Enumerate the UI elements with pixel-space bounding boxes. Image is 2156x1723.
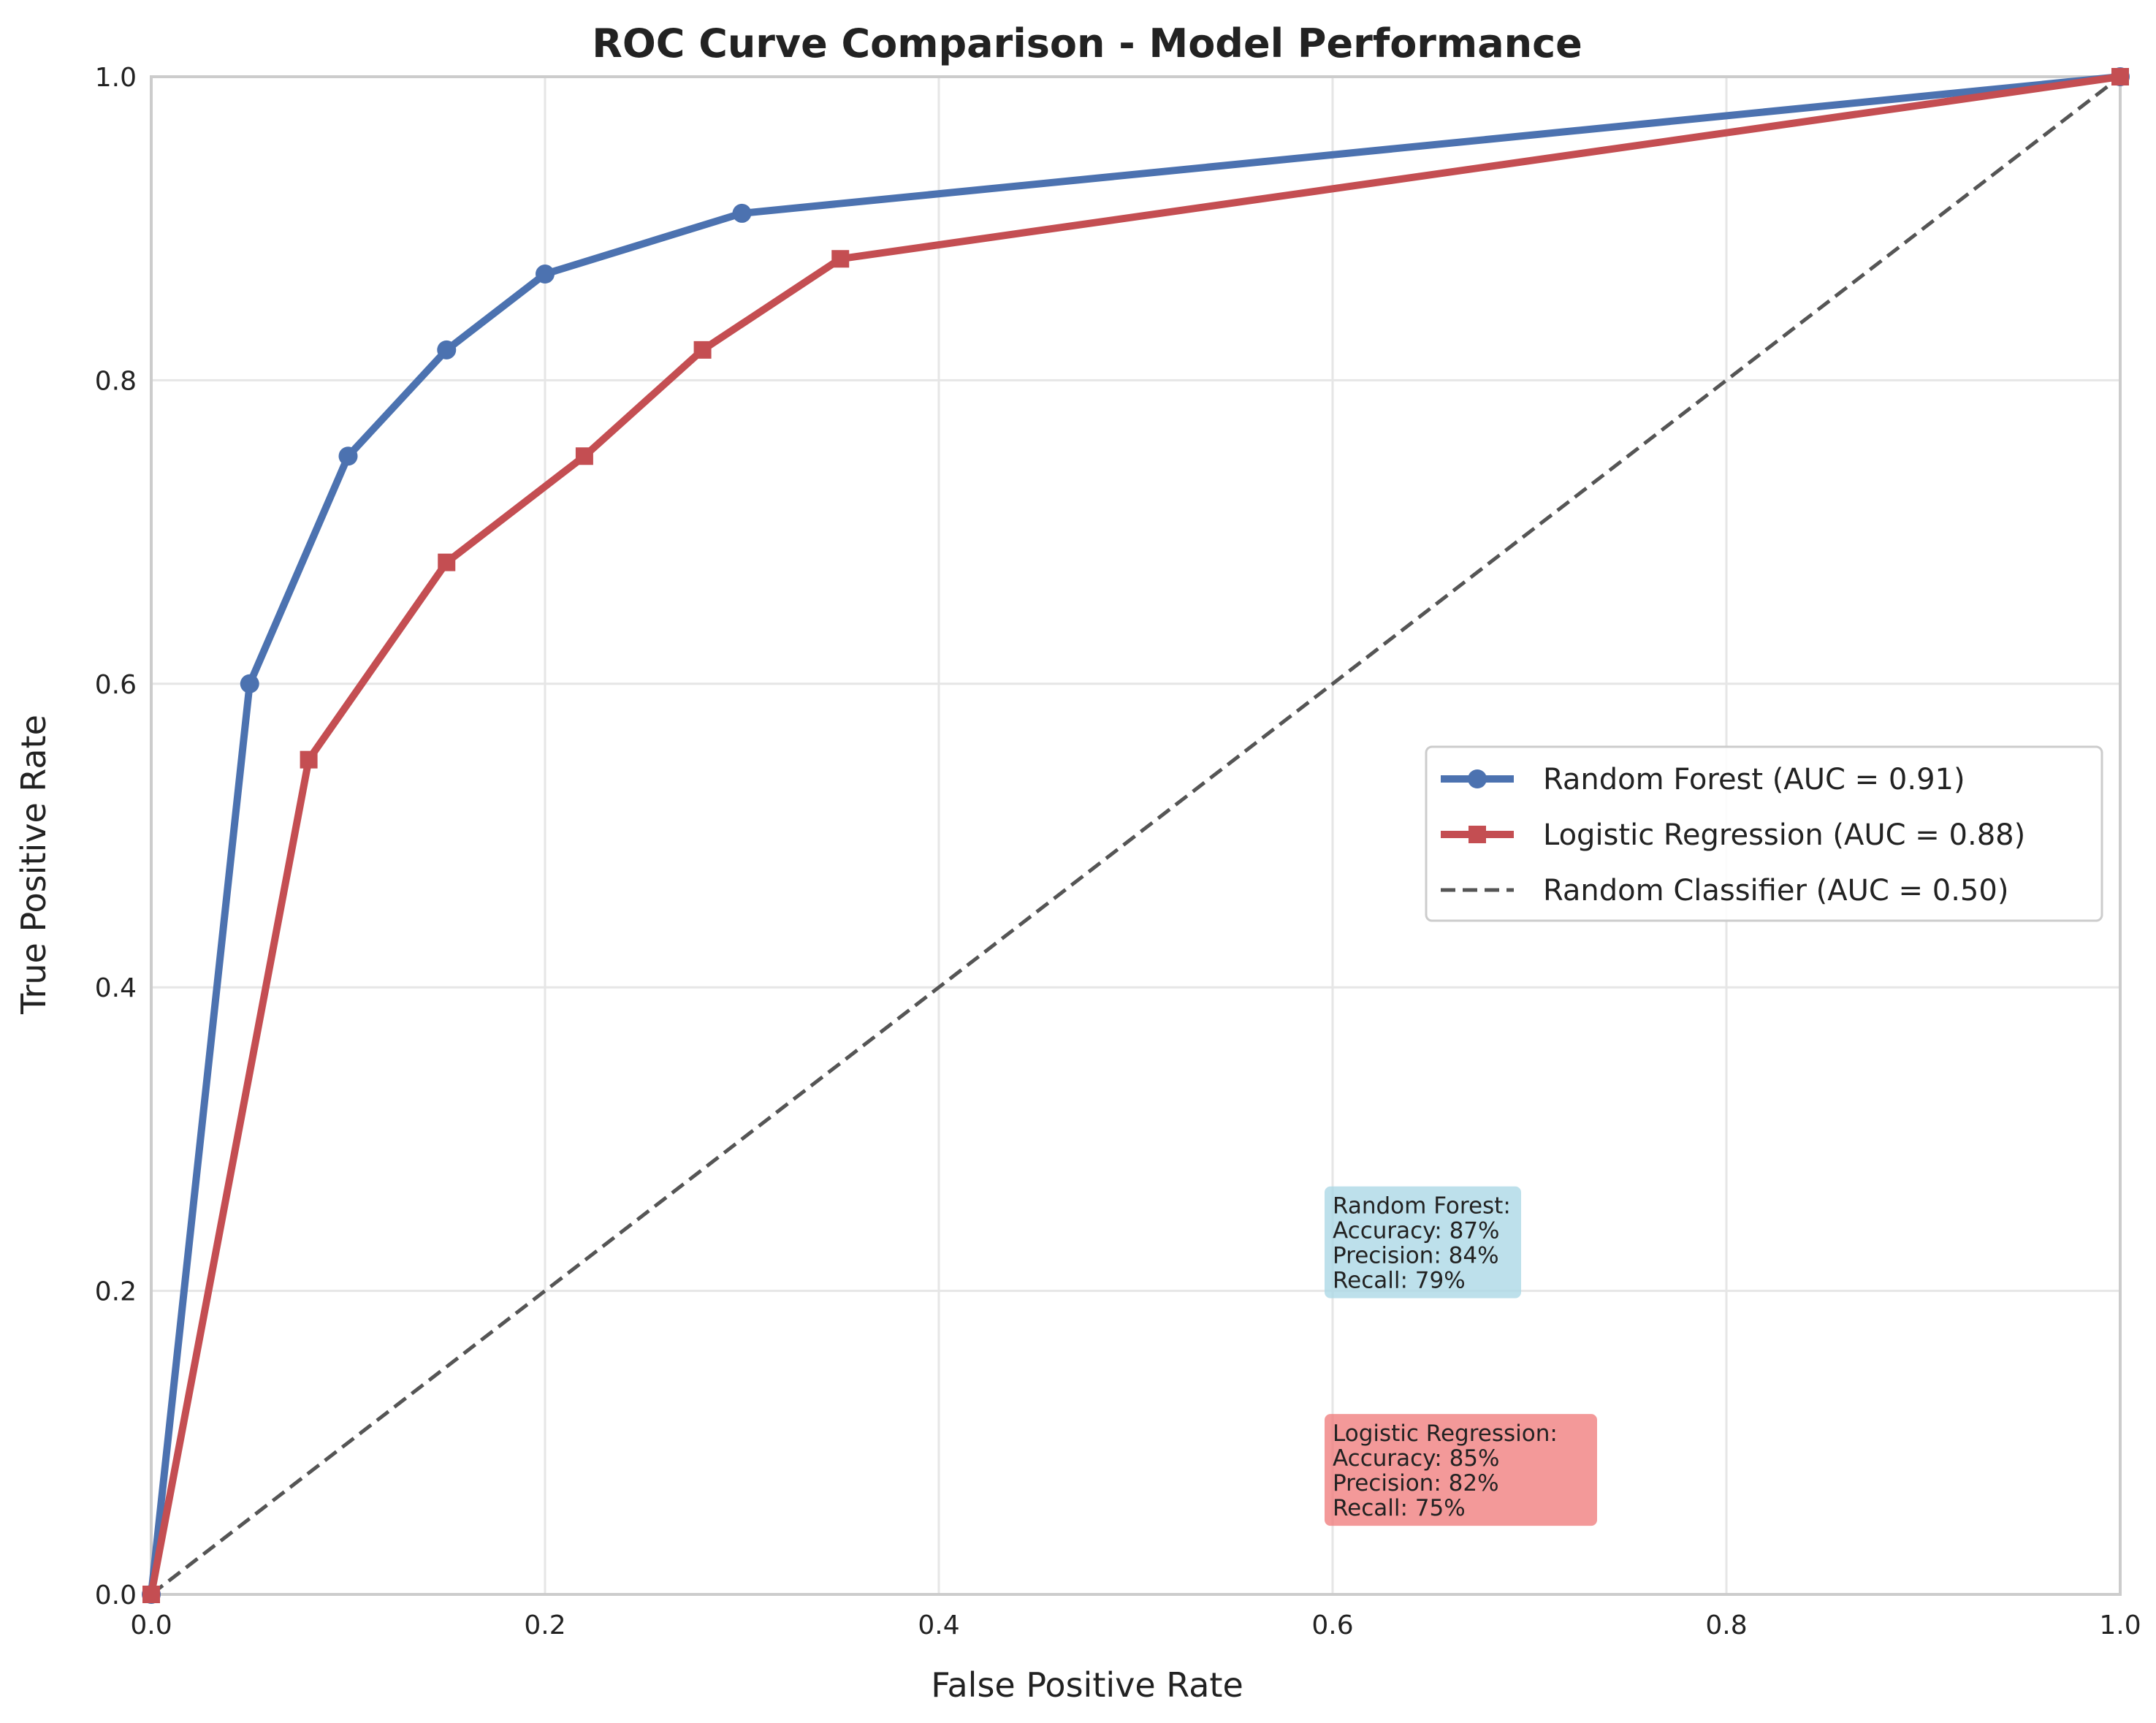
data-point: [536, 265, 555, 284]
legend-marker: [1468, 769, 1487, 788]
annotation-text: Logistic Regression:: [1333, 1420, 1558, 1447]
legend-entry-1: Logistic Regression (AUC = 0.88): [1441, 818, 2025, 852]
legend-label: Random Forest (AUC = 0.91): [1543, 763, 1965, 796]
y-tick-label: 0.6: [95, 670, 137, 700]
plot-frame: [150, 75, 2122, 1596]
x-tick-label: 0.6: [1311, 1610, 1353, 1640]
y-tick-label: 0.8: [95, 366, 137, 396]
data-point: [300, 750, 318, 769]
legend-entry-0: Random Forest (AUC = 0.91): [1441, 763, 1965, 796]
y-tick-label: 0.4: [95, 973, 137, 1003]
y-tick-label: 1.0: [95, 63, 137, 93]
tick-labels: 0.0 0.2 0.4 0.6 0.8 1.0 0.0 0.2 0.4 0.6 0.8 1.0: [95, 63, 2141, 1640]
axes-frame: [150, 75, 2122, 1596]
annotation-text: Random Forest:: [1333, 1193, 1511, 1220]
annotation-box-1: Logistic Regression:Accuracy: 85%Precisi…: [1325, 1414, 1597, 1526]
y-tick-label: 0.2: [95, 1277, 137, 1307]
data-point: [437, 340, 457, 360]
data-point: [831, 250, 850, 268]
legend-frame: [1425, 745, 2103, 922]
annotation-layer: Random Forest:Accuracy: 87%Precision: 84…: [1325, 1186, 1597, 1526]
x-tick-label: 0.0: [130, 1610, 172, 1640]
data-point: [142, 1586, 160, 1603]
data-point: [2111, 68, 2129, 85]
y-axis-label: True Positive Rate: [14, 715, 53, 1015]
annotation-text: Recall: 75%: [1333, 1495, 1466, 1521]
series-1: [142, 68, 2129, 1603]
x-tick-label: 0.4: [918, 1610, 959, 1640]
legend-label: Random Classifier (AUC = 0.50): [1543, 874, 2008, 908]
data-point: [338, 446, 358, 466]
legend-marker: [1469, 826, 1486, 843]
annotation-text: Precision: 84%: [1333, 1243, 1499, 1269]
x-tick-label: 1.0: [2099, 1610, 2141, 1640]
data-point: [693, 341, 712, 359]
data-point: [240, 674, 259, 693]
annotation-background: [1325, 1414, 1597, 1526]
annotation-text: Recall: 79%: [1333, 1268, 1466, 1294]
legend-entry-2: Random Classifier (AUC = 0.50): [1441, 874, 2008, 908]
annotation-text: Accuracy: 87%: [1333, 1218, 1499, 1244]
annotation-text: Accuracy: 85%: [1333, 1445, 1499, 1472]
annotation-box-0: Random Forest:Accuracy: 87%Precision: 84…: [1325, 1186, 1521, 1298]
x-tick-label: 0.2: [524, 1610, 565, 1640]
legend: Random Forest (AUC = 0.91) Logistic Regre…: [1425, 745, 2103, 922]
x-axis-label: False Positive Rate: [931, 1665, 1243, 1705]
data-point: [575, 447, 593, 465]
chart-title: ROC Curve Comparison - Model Performance: [592, 20, 1582, 66]
x-tick-label: 0.8: [1705, 1610, 1747, 1640]
y-tick-label: 0.0: [95, 1581, 137, 1610]
data-point: [438, 553, 456, 571]
series-2: [150, 75, 2122, 1596]
annotation-text: Precision: 82%: [1333, 1470, 1499, 1496]
annotation-background: [1325, 1186, 1521, 1298]
legend-label: Logistic Regression (AUC = 0.88): [1543, 818, 2025, 852]
data-point: [732, 203, 752, 223]
series-layer: [142, 67, 2130, 1604]
grid-lines: [150, 75, 2122, 1596]
series-line-2: [150, 75, 2122, 1596]
